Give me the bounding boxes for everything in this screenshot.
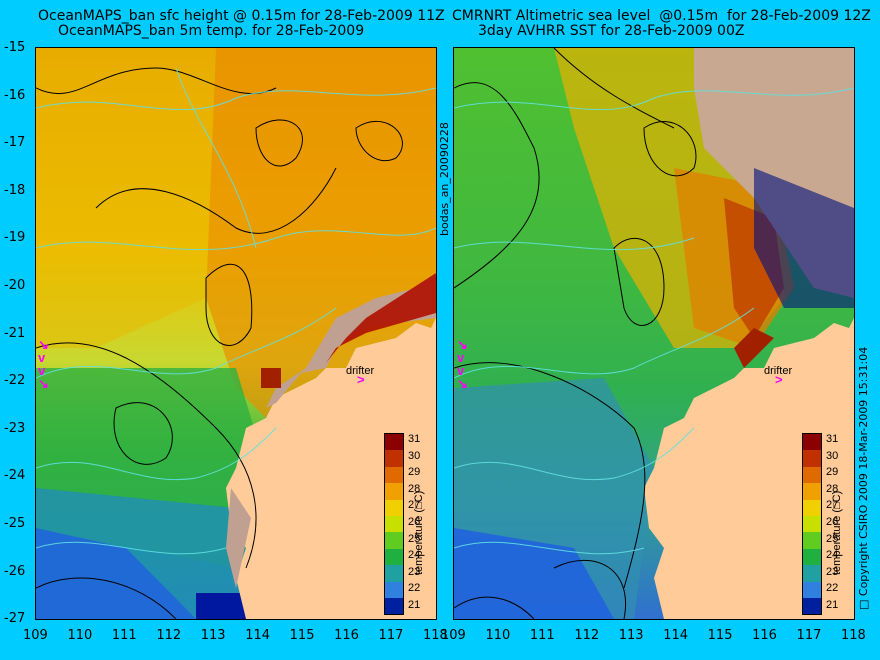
colorbar-tick-label: 31: [408, 433, 421, 445]
colorbar-segment: [803, 483, 821, 500]
colorbar-segment: [385, 532, 403, 549]
colorbar-segment: [803, 466, 821, 484]
x-tick-label: 118: [423, 628, 448, 643]
x-tick-label: 112: [574, 628, 600, 643]
colorbar-tick-label: 28: [408, 482, 421, 495]
x-tick-label: 109: [23, 628, 48, 643]
y-tick-label: -18: [4, 182, 26, 198]
left-map-panel[interactable]: [35, 47, 437, 620]
colorbar-segment: [803, 515, 821, 533]
x-tick-label: 114: [663, 628, 689, 643]
colorbar-tick-label: 31: [826, 433, 839, 445]
y-tick-label: -16: [4, 87, 26, 103]
drifter-label-right: drifter: [764, 365, 793, 377]
y-tick-label: -23: [4, 420, 26, 436]
y-tick-label: -22: [4, 373, 26, 389]
colorbar-tick-label: 24: [408, 549, 421, 562]
x-tick-label: 113: [200, 628, 226, 643]
colorbar-segment: [803, 450, 821, 467]
x-tick-label: 114: [245, 628, 271, 643]
left-title-line2: OceanMAPS_ban 5m temp. for 28-Feb-2009: [58, 23, 365, 39]
drifter-arrow-right-icon: >: [775, 372, 783, 387]
colorbar-tick-label: 23: [408, 565, 421, 578]
left-title-line1: OceanMAPS_ban sfc height @ 0.15m for 28-…: [38, 8, 445, 24]
colorbar-segment: [385, 499, 403, 516]
y-tick-label: -26: [4, 563, 26, 579]
drifter-arrow-left-icon: >: [357, 372, 365, 387]
colorbar-segment: [385, 565, 403, 582]
y-tick-label: -27: [4, 611, 26, 627]
colorbar-tick-label: 30: [408, 449, 421, 462]
x-tick-label: 111: [111, 628, 137, 643]
colorbar-segment: [803, 548, 821, 566]
x-tick-label: 111: [529, 628, 555, 643]
land-mass: [226, 318, 436, 619]
colorbar-segment: [385, 466, 403, 484]
x-tick-label: 116: [334, 628, 359, 643]
colorbar-title-right: temperature (□C): [831, 490, 843, 575]
y-tick-label: -19: [4, 230, 26, 246]
x-tick-label: 110: [67, 628, 93, 643]
right-map-panel[interactable]: [453, 47, 855, 620]
y-tick-label: -15: [4, 40, 26, 55]
y-tick-label: -17: [4, 135, 26, 151]
colorbar-tick-label: 26: [826, 516, 839, 528]
colorbar-segment: [803, 499, 821, 516]
colorbar-tick-label: 22: [408, 582, 421, 595]
colorbar-tick-label: 29: [408, 466, 421, 479]
colorbar-segment: [803, 434, 821, 451]
colorbar-segment: [385, 434, 403, 451]
side-label-left: bodas_an_20090228: [438, 122, 451, 236]
colorbar-tick-label: 28: [826, 482, 839, 495]
y-tick-label: -21: [4, 325, 26, 341]
right-title-line1: CMRNRT Altimetric sea level @0.15m for 2…: [452, 8, 871, 24]
colorbar-tick-label: 22: [826, 582, 839, 595]
colorbar-tick-label: 27: [826, 499, 839, 512]
land-mass: [644, 318, 854, 619]
colorbar-tick-label: 21: [408, 599, 421, 611]
x-tick-label: 112: [156, 628, 182, 643]
colorbar-tick-label: 23: [826, 565, 839, 578]
x-tick-label: 110: [485, 628, 511, 643]
drifter-label-left: drifter: [346, 365, 375, 377]
x-tick-label: 115: [707, 628, 733, 643]
left-map-svg: [36, 48, 436, 619]
colorbar-segment: [385, 581, 403, 598]
colorbar-segment: [385, 450, 403, 467]
x-tick-label: 116: [752, 628, 777, 643]
x-tick-label: 115: [289, 628, 315, 643]
colorbar-tick-label: 25: [408, 532, 421, 545]
colorbar-tick-label: 24: [826, 549, 839, 562]
colorbar-tick-label: 27: [408, 499, 421, 512]
right-map-svg: [454, 48, 854, 619]
colorbar-right: [802, 433, 822, 616]
colorbar-segment: [385, 483, 403, 500]
y-tick-label: -20: [4, 278, 26, 293]
colorbar-left: [384, 433, 404, 616]
colorbar-title-left: temperature (□C): [413, 490, 425, 575]
colorbar-tick-label: 29: [826, 466, 839, 479]
drifter-track-right-icon: ↘ v v ↘: [457, 337, 468, 391]
colorbar-tick-label: 30: [826, 449, 839, 462]
x-tick-label: 109: [441, 628, 466, 643]
colorbar-tick-label: 25: [826, 532, 839, 545]
y-tick-label: -25: [4, 516, 26, 531]
right-title-line2: 3day AVHRR SST for 28-Feb-2009 00Z: [478, 23, 745, 39]
x-tick-label: 117: [796, 628, 822, 643]
colorbar-segment: [385, 548, 403, 566]
y-tick-label: -24: [4, 468, 26, 484]
x-tick-label: 113: [618, 628, 644, 643]
colorbar-segment: [385, 515, 403, 533]
drifter-track-left-icon: ↘ v v ↘: [38, 337, 49, 391]
x-tick-label: 117: [378, 628, 404, 643]
colorbar-segment: [803, 532, 821, 549]
colorbar-segment: [803, 597, 821, 615]
colorbar-segment: [803, 581, 821, 598]
colorbar-tick-label: 21: [826, 599, 839, 611]
colorbar-segment: [803, 565, 821, 582]
x-tick-label: 118: [841, 628, 866, 643]
colorbar-tick-label: 26: [408, 516, 421, 528]
colorbar-segment: [385, 597, 403, 615]
side-label-right: □ Copyright CSIRO 2009 18-Mar-2009 15:31…: [857, 346, 870, 610]
